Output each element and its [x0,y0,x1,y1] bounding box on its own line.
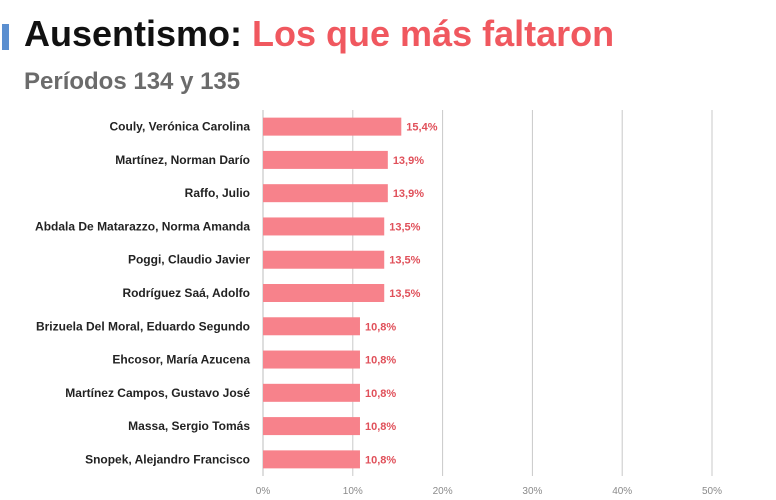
value-label: 10,8% [365,355,396,367]
bar [263,317,360,336]
category-label: Martínez Campos, Gustavo José [65,386,250,400]
bar [263,184,388,203]
value-label: 10,8% [365,388,396,400]
bar [263,284,385,302]
value-label: 13,9% [393,155,424,167]
bar [263,217,385,236]
value-label: 13,9% [393,188,424,200]
page-subtitle: Períodos 134 y 135 [24,68,241,95]
bar [263,383,360,402]
x-tick-label: 20% [433,486,453,497]
bar [263,150,388,169]
category-label: Snopek, Alejandro Francisco [85,452,250,466]
x-tick-label: 40% [612,486,632,497]
title-accent-bar [2,24,9,50]
page-title: Ausentismo: Los que más faltaron [24,14,614,54]
title-highlight: Los que más faltaron [252,13,615,54]
bar [263,117,402,136]
x-tick-label: 10% [343,486,363,497]
x-tick-label: 30% [522,486,542,497]
value-label: 10,8% [365,421,396,433]
value-label: 10,8% [365,454,396,466]
x-tick-label: 50% [702,486,722,497]
bar [263,450,360,469]
bar [263,417,360,436]
category-label: Brizuela Del Moral, Eduardo Segundo [36,319,250,333]
category-label: Rodríguez Saá, Adolfo [122,286,250,300]
category-label: Couly, Verónica Carolina [110,120,251,134]
bar [263,350,360,369]
value-label: 10,8% [365,321,396,333]
category-label: Raffo, Julio [185,186,250,200]
category-label: Massa, Sergio Tomás [128,419,250,433]
bar [263,250,385,269]
category-label: Ehcosor, María Azucena [112,353,250,367]
x-tick-label: 0% [256,486,271,497]
category-label: Poggi, Claudio Javier [128,253,250,267]
title-prefix: Ausentismo: [24,13,243,54]
value-label: 13,5% [389,288,420,300]
value-label: 15,4% [406,122,437,134]
category-label: Abdala De Matarazzo, Norma Amanda [35,219,250,233]
value-label: 13,5% [389,221,420,233]
value-label: 13,5% [389,255,420,267]
category-label: Martínez, Norman Darío [115,153,250,167]
